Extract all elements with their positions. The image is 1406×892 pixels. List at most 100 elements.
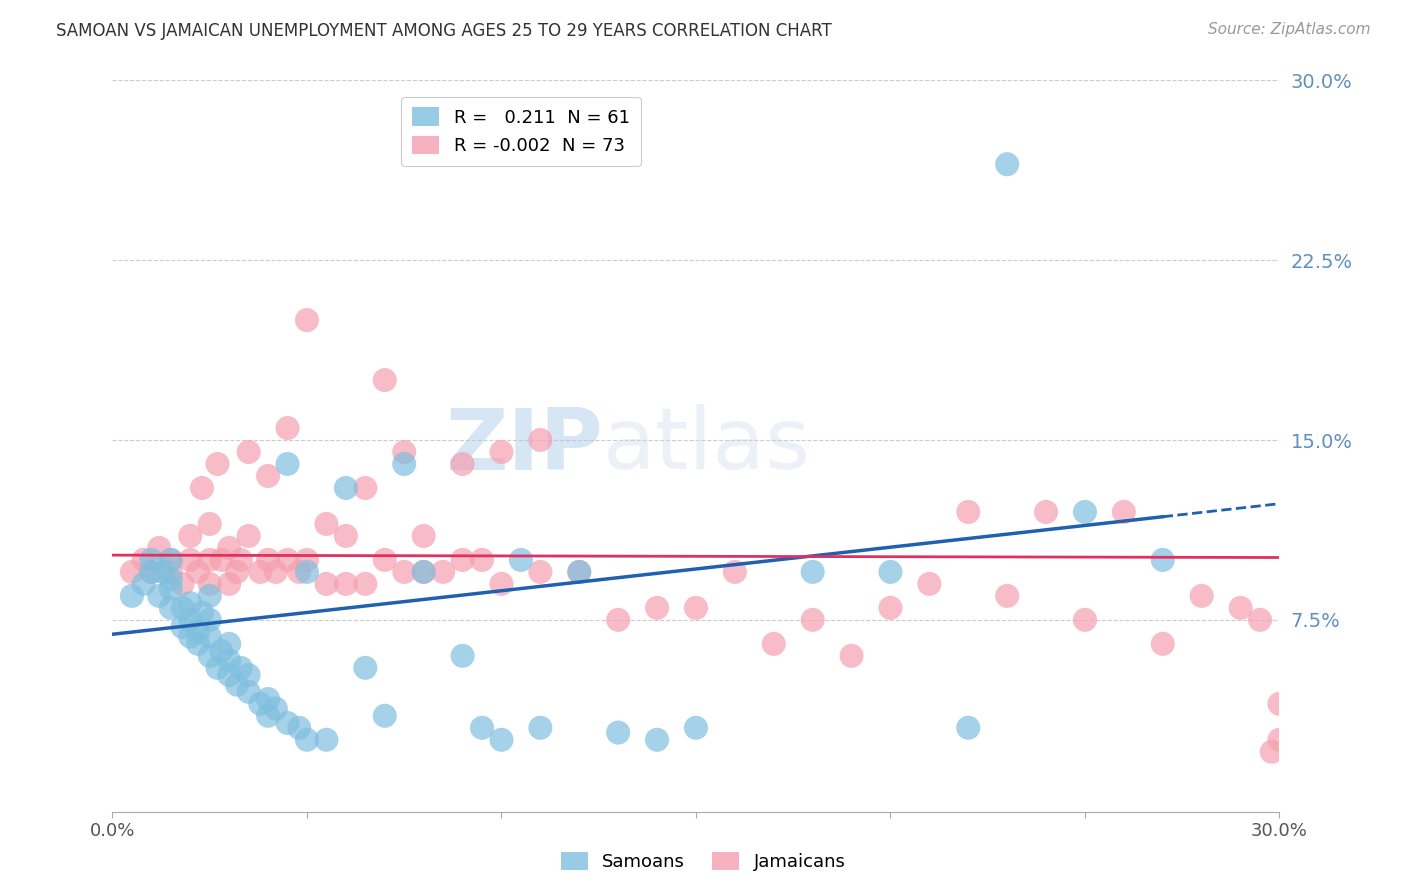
Point xyxy=(160,572,183,586)
Point xyxy=(315,577,337,591)
Point xyxy=(160,565,183,579)
Point xyxy=(607,613,630,627)
Point xyxy=(1260,745,1282,759)
Point xyxy=(295,565,318,579)
Text: SAMOAN VS JAMAICAN UNEMPLOYMENT AMONG AGES 25 TO 29 YEARS CORRELATION CHART: SAMOAN VS JAMAICAN UNEMPLOYMENT AMONG AG… xyxy=(56,22,832,40)
Point xyxy=(179,529,201,543)
Point xyxy=(257,708,280,723)
Point xyxy=(191,481,214,495)
Point xyxy=(509,553,531,567)
Point xyxy=(198,613,221,627)
Point xyxy=(645,600,668,615)
Point xyxy=(198,553,221,567)
Point xyxy=(132,577,155,591)
Point xyxy=(412,565,434,579)
Point xyxy=(1074,505,1097,519)
Point xyxy=(607,725,630,739)
Point xyxy=(288,565,311,579)
Point xyxy=(762,637,785,651)
Point xyxy=(394,457,416,471)
Point xyxy=(198,577,221,591)
Point xyxy=(685,721,707,735)
Point xyxy=(148,589,170,603)
Point xyxy=(207,457,229,471)
Point xyxy=(198,516,221,531)
Point xyxy=(276,457,298,471)
Point xyxy=(957,721,980,735)
Point xyxy=(172,577,194,591)
Point xyxy=(491,445,513,459)
Point xyxy=(801,565,824,579)
Point xyxy=(685,600,707,615)
Point xyxy=(529,433,551,447)
Point xyxy=(529,721,551,735)
Point xyxy=(209,644,232,658)
Point xyxy=(226,565,249,579)
Point xyxy=(172,620,194,634)
Point xyxy=(276,553,298,567)
Point xyxy=(957,505,980,519)
Point xyxy=(394,445,416,459)
Point xyxy=(918,577,941,591)
Point xyxy=(179,613,201,627)
Point xyxy=(218,668,240,682)
Point xyxy=(1229,600,1251,615)
Point xyxy=(1152,637,1174,651)
Point xyxy=(257,553,280,567)
Point xyxy=(568,565,591,579)
Point xyxy=(451,553,474,567)
Point xyxy=(218,577,240,591)
Point xyxy=(141,553,163,567)
Point xyxy=(160,553,183,567)
Legend: Samoans, Jamaicans: Samoans, Jamaicans xyxy=(554,845,852,879)
Point xyxy=(238,445,260,459)
Point xyxy=(249,697,271,711)
Point xyxy=(160,582,183,596)
Point xyxy=(257,469,280,483)
Point xyxy=(276,421,298,435)
Text: ZIP: ZIP xyxy=(444,404,603,488)
Point xyxy=(1152,553,1174,567)
Point xyxy=(238,529,260,543)
Point xyxy=(1074,613,1097,627)
Point xyxy=(354,577,377,591)
Legend: R =   0.211  N = 61, R = -0.002  N = 73: R = 0.211 N = 61, R = -0.002 N = 73 xyxy=(401,96,641,166)
Point xyxy=(491,732,513,747)
Point xyxy=(187,624,209,639)
Point xyxy=(315,732,337,747)
Point xyxy=(179,553,201,567)
Point xyxy=(249,565,271,579)
Point xyxy=(879,600,901,615)
Point xyxy=(995,157,1018,171)
Point xyxy=(295,313,318,327)
Point xyxy=(264,701,287,715)
Point xyxy=(841,648,863,663)
Point xyxy=(179,630,201,644)
Point xyxy=(132,553,155,567)
Point xyxy=(879,565,901,579)
Point xyxy=(295,732,318,747)
Point xyxy=(179,596,201,610)
Point xyxy=(801,613,824,627)
Point xyxy=(335,577,357,591)
Point xyxy=(451,457,474,471)
Point xyxy=(451,648,474,663)
Point xyxy=(529,565,551,579)
Point xyxy=(238,668,260,682)
Point xyxy=(354,661,377,675)
Point xyxy=(374,553,396,567)
Point xyxy=(374,708,396,723)
Point xyxy=(229,661,252,675)
Point xyxy=(394,565,416,579)
Point xyxy=(187,565,209,579)
Point xyxy=(257,692,280,706)
Point xyxy=(432,565,454,579)
Point xyxy=(645,732,668,747)
Point xyxy=(148,541,170,555)
Point xyxy=(141,565,163,579)
Point xyxy=(295,553,318,567)
Point xyxy=(1035,505,1057,519)
Point xyxy=(198,648,221,663)
Point xyxy=(335,529,357,543)
Point xyxy=(315,516,337,531)
